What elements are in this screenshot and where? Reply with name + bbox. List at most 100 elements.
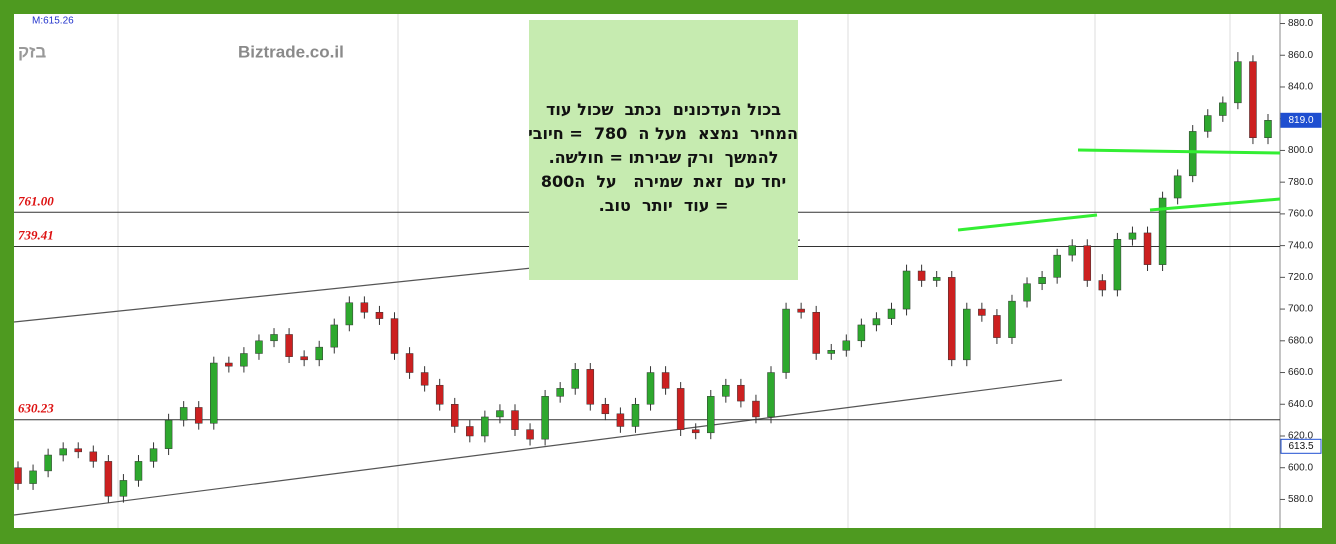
candle-body — [134, 461, 143, 481]
candle-body — [59, 448, 67, 456]
candle-body — [14, 467, 22, 484]
candle-body — [119, 480, 128, 497]
candle-body — [164, 419, 173, 449]
candle-body — [601, 404, 610, 415]
candle-body — [405, 353, 414, 373]
candle-body — [722, 384, 730, 397]
candle-body — [210, 362, 218, 424]
y-tick-label: 620.0 — [1288, 431, 1313, 442]
candle-body — [74, 448, 82, 453]
candle-body — [947, 277, 956, 361]
candle-body — [616, 413, 625, 427]
candle-body — [1098, 280, 1107, 291]
price-tag-label: 819.0 — [1288, 115, 1313, 126]
candle-body — [707, 396, 715, 434]
y-tick-label: 800.0 — [1288, 145, 1313, 156]
level-label: 739.41 — [18, 228, 54, 243]
y-tick-label: 680.0 — [1288, 335, 1313, 346]
candle-body — [255, 340, 263, 354]
candle-body — [149, 448, 158, 462]
candle-body — [993, 315, 1001, 338]
y-tick-label: 880.0 — [1288, 18, 1313, 29]
candle-body — [646, 372, 655, 405]
trend-line — [13, 379, 1063, 516]
annotation-line: המחיר נמצא מעל ה 780 = חיובי — [528, 124, 798, 143]
candle-body — [390, 318, 399, 354]
candle-body — [89, 451, 98, 462]
candle-body — [963, 308, 971, 361]
candle-body — [466, 426, 474, 437]
candle-body — [1038, 277, 1046, 284]
y-tick-label: 860.0 — [1288, 50, 1313, 61]
candle-body — [902, 270, 911, 310]
candle-body — [285, 334, 293, 357]
symbol: בזק — [18, 42, 46, 61]
candle-body — [586, 369, 595, 405]
candle-body — [661, 372, 670, 389]
watermark: Biztrade.co.il — [238, 42, 344, 61]
y-tick-label: 580.0 — [1288, 494, 1313, 505]
candle-body — [526, 429, 534, 440]
candle-body — [917, 270, 926, 281]
y-tick-label: 780.0 — [1288, 177, 1313, 188]
candle-body — [1053, 254, 1061, 278]
annotation-line: יחד עם זאת שמירה על ה800 — [540, 172, 787, 191]
candle-body — [1234, 61, 1242, 104]
candle-body — [44, 454, 52, 472]
y-tick-label: 740.0 — [1288, 240, 1313, 251]
candle-body — [1143, 232, 1152, 265]
candle-body — [752, 400, 760, 418]
y-tick-label: 640.0 — [1288, 399, 1313, 410]
annotation-line — [1077, 148, 1281, 155]
candle-body — [300, 356, 308, 361]
price-tag — [1280, 438, 1322, 454]
annotation-box: בכול העדכונים נכתב שכול עוד המחיר נמצא מע… — [528, 20, 798, 280]
candle-body — [511, 410, 519, 430]
candle-body — [812, 311, 820, 354]
candle-body — [330, 324, 339, 348]
y-tick-label: 840.0 — [1288, 82, 1313, 93]
candle-body — [827, 350, 836, 354]
candle-body — [360, 302, 369, 313]
candle-body — [1008, 300, 1016, 338]
candle-body — [1173, 175, 1182, 199]
candle-body — [270, 334, 278, 342]
level-label: 630.23 — [18, 401, 54, 416]
candle-body — [225, 362, 233, 367]
candle-body — [435, 384, 444, 405]
candle-body — [345, 302, 354, 326]
candle-body — [29, 470, 37, 484]
candle-body — [737, 384, 745, 402]
candle-body — [1249, 61, 1257, 138]
candle-body — [420, 372, 429, 386]
candle-body — [1188, 131, 1197, 177]
candle-body — [887, 308, 896, 319]
annotation-line: בכול העדכונים נכתב שכול עוד — [545, 100, 782, 119]
candle-body — [1219, 102, 1227, 116]
candle-body — [691, 429, 700, 434]
y-tick-label: 660.0 — [1288, 367, 1313, 378]
candle-body — [571, 369, 579, 389]
candle-body — [556, 388, 564, 397]
y-tick-label: 760.0 — [1288, 209, 1313, 220]
candle-body — [496, 410, 504, 418]
candle-body — [1023, 283, 1031, 302]
candle-body — [842, 340, 851, 351]
candle-body — [872, 318, 881, 326]
y-tick-label: 720.0 — [1288, 272, 1313, 283]
candle-body — [240, 353, 248, 367]
candle-body — [104, 461, 113, 497]
candle-body — [194, 407, 203, 424]
candle-body — [450, 404, 459, 427]
candle-body — [541, 396, 549, 440]
candle-body — [1083, 245, 1092, 281]
info-text: M:615.26 — [32, 16, 74, 27]
candle-body — [857, 324, 866, 342]
candle-body — [797, 308, 805, 313]
candle-body — [179, 407, 188, 421]
candle-body — [932, 277, 941, 281]
vertical-grid — [117, 14, 1231, 528]
candle-body — [1113, 239, 1122, 291]
candle-body — [1068, 245, 1076, 256]
